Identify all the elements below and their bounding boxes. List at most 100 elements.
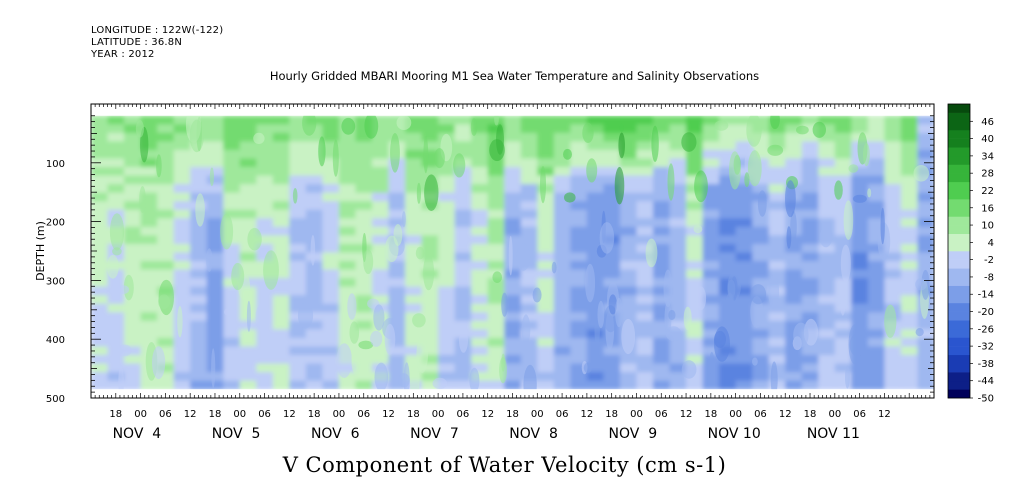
heatmap-cell [818, 192, 836, 202]
colorbar-band [948, 112, 970, 122]
heatmap-cell [256, 226, 274, 236]
heatmap-cell [570, 363, 588, 373]
heatmap-cell [867, 192, 886, 202]
heatmap-cell [140, 286, 158, 296]
heatmap-cell [553, 278, 571, 288]
heatmap-cell [834, 380, 852, 390]
heatmap-cell [107, 286, 125, 296]
heatmap-cell [686, 175, 704, 185]
heatmap-cell [272, 141, 290, 151]
heatmap-cell [801, 115, 819, 125]
heatmap-cell [603, 115, 621, 125]
heatmap-patch [424, 174, 439, 211]
heatmap-cell [388, 218, 406, 228]
heatmap-patch [292, 188, 298, 204]
x-hour-tick-label: 00 [531, 409, 544, 420]
heatmap-cell [91, 167, 109, 177]
heatmap-cell [471, 252, 489, 262]
heatmap-patch [310, 235, 316, 266]
heatmap-cell [867, 115, 886, 125]
heatmap-cell [256, 380, 274, 390]
heatmap-cell [305, 312, 324, 322]
heatmap-cell [107, 320, 125, 330]
heatmap-cell [289, 312, 307, 322]
heatmap-cell [223, 320, 241, 330]
heatmap-cell [752, 252, 770, 262]
heatmap-cell [719, 355, 737, 365]
heatmap-cell [124, 252, 142, 262]
heatmap-cell [91, 226, 109, 236]
heatmap-cell [834, 337, 852, 348]
heatmap-patch [695, 286, 707, 311]
heatmap-cell [405, 218, 423, 228]
heatmap-cell [438, 346, 456, 356]
heatmap-cell [157, 312, 175, 322]
heatmap-cell [305, 226, 324, 236]
heatmap-cell [619, 269, 638, 279]
heatmap-cell [140, 175, 158, 185]
heatmap-cell [438, 158, 456, 168]
heatmap-cell [619, 286, 638, 296]
heatmap-cell [124, 261, 142, 271]
heatmap-cell [619, 226, 638, 236]
heatmap-cell [553, 269, 571, 279]
heatmap-patch [263, 250, 279, 290]
heatmap-cell [355, 303, 373, 313]
heatmap-cell [735, 124, 753, 134]
heatmap-cell [272, 346, 290, 356]
heatmap-cell [653, 286, 671, 296]
heatmap-cell [553, 380, 571, 390]
heatmap-blur-layer [91, 115, 934, 390]
heatmap-cell [785, 141, 803, 151]
heatmap-cell [173, 337, 191, 348]
heatmap-cell [140, 149, 158, 160]
heatmap-cell [537, 149, 555, 160]
heatmap-patch [118, 344, 132, 357]
heatmap-cell [801, 201, 819, 211]
heatmap-cell [338, 278, 357, 288]
heatmap-cell [256, 132, 274, 142]
heatmap-cell [636, 372, 654, 382]
heatmap-cell [190, 363, 208, 373]
heatmap-cell [636, 329, 654, 339]
y-axis-label: DEPTH (m) [34, 221, 47, 281]
heatmap-cell [305, 175, 324, 185]
heatmap-cell [305, 372, 324, 382]
heatmap-patch [396, 115, 412, 130]
heatmap-cell [735, 372, 753, 382]
heatmap-cell [272, 132, 290, 142]
heatmap-patch [770, 361, 778, 398]
heatmap-cell [256, 235, 274, 245]
heatmap-cell [900, 124, 919, 134]
heatmap-cell [305, 346, 324, 356]
heatmap-cell [256, 192, 274, 202]
heatmap-cell [537, 218, 555, 228]
heatmap-patch [220, 213, 234, 250]
heatmap-cell [752, 269, 770, 279]
heatmap-cell [454, 124, 472, 134]
heatmap-cell [338, 261, 357, 271]
heatmap-cell [586, 286, 605, 296]
heatmap-cell [653, 167, 671, 177]
heatmap-cell [801, 278, 819, 288]
heatmap-cell [752, 355, 770, 365]
heatmap-cell [917, 243, 934, 254]
heatmap-cell [900, 278, 919, 288]
heatmap-cell [619, 149, 638, 160]
heatmap-cell [272, 320, 290, 330]
heatmap-cell [570, 346, 588, 356]
heatmap-cell [586, 372, 605, 382]
heatmap-cell [719, 209, 737, 219]
heatmap-cell [487, 380, 505, 390]
heatmap-cell [124, 355, 142, 365]
heatmap-patch [370, 330, 383, 347]
heatmap-cell [157, 235, 175, 245]
colorbar-band [948, 181, 970, 191]
heatmap-cell [653, 158, 671, 168]
heatmap-cell [719, 158, 737, 168]
heatmap-cell [438, 312, 456, 322]
heatmap-cell [438, 252, 456, 262]
heatmap-cell [438, 201, 456, 211]
heatmap-cell [471, 141, 489, 151]
heatmap-cell [884, 295, 902, 305]
